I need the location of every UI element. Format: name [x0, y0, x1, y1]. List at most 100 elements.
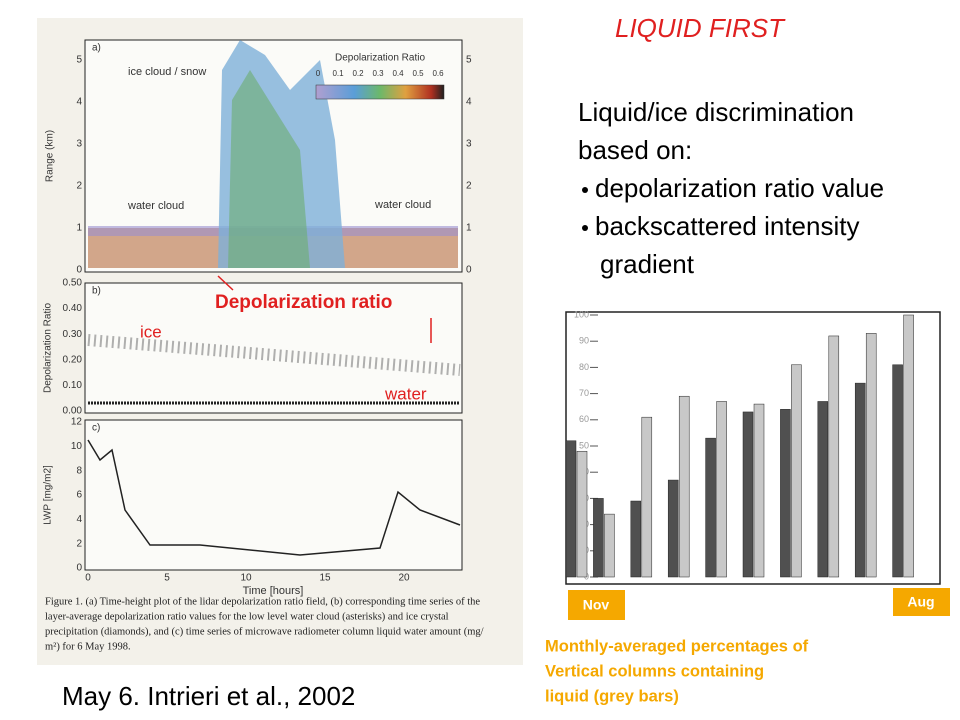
fig-annotation: ice cloud / snow [128, 66, 206, 78]
month-label: Nov [583, 597, 610, 613]
bar [865, 333, 877, 578]
arrow [217, 275, 234, 291]
legend-tick: 0.1 [332, 69, 344, 78]
bar [791, 364, 802, 578]
legend-tick: 0.3 [372, 69, 384, 78]
panel-label: c) [92, 423, 100, 434]
x-axis-label: Time [hours] [243, 585, 304, 597]
bar [576, 450, 588, 578]
bar [854, 382, 866, 578]
y-tick-label: 50 [579, 440, 589, 450]
y-tick-label: 2 [76, 538, 82, 549]
y-tick-label: 0 [466, 265, 472, 276]
bar [667, 479, 679, 578]
y-tick-label: 6 [76, 490, 82, 501]
y-tick-label: 4 [466, 97, 472, 108]
lwp-trace [87, 439, 461, 556]
bullet-text: backscattered intensity [595, 211, 859, 241]
y-tick-label: 4 [76, 514, 82, 525]
bar [780, 409, 791, 578]
x-tick-label: 20 [398, 573, 410, 584]
fig-annotation: water cloud [374, 199, 431, 211]
panel-label: a) [92, 43, 101, 54]
legend-tick: 0.4 [392, 69, 404, 78]
bar [604, 513, 615, 578]
bullet [582, 225, 588, 231]
bar [630, 500, 642, 578]
y-tick-label: 5 [76, 55, 82, 66]
bar [641, 416, 653, 578]
panel-label: b) [92, 286, 101, 297]
y-tick-label: 2 [76, 181, 82, 192]
month-box [568, 590, 625, 620]
legend-tick: 0.2 [352, 69, 364, 78]
fig-caption: Figure 1. (a) Time-height plot of the li… [45, 596, 480, 607]
chart-caption: Monthly-averaged percentages of [545, 637, 809, 655]
bar [716, 401, 727, 578]
y-tick-label: 0.50 [63, 278, 83, 289]
bar [593, 498, 604, 578]
y-tick-label: 3 [76, 139, 82, 150]
diamond-band [87, 334, 461, 376]
bullet-text: depolarization ratio value [595, 173, 884, 203]
citation: May 6. Intrieri et al., 2002 [62, 681, 355, 711]
bar [892, 364, 903, 578]
y-tick-label: 0.20 [63, 354, 83, 365]
y-tick-label: 0.40 [63, 303, 83, 314]
x-tick-label: 15 [319, 573, 331, 584]
y-tick-label: 70 [579, 388, 589, 398]
y-axis-label: Depolarization Ratio [43, 303, 54, 393]
y-tick-label: 1 [466, 223, 472, 234]
fig-caption: precipitation (diamonds), and (c) time s… [45, 626, 484, 637]
month-box [893, 588, 950, 616]
y-tick-label: 0.30 [63, 329, 83, 340]
y-axis-label: LWP [mg/m2] [43, 465, 54, 525]
ice-cloud-core [228, 70, 310, 268]
bar [565, 440, 577, 578]
y-tick-label: 10 [71, 441, 83, 452]
annotation: water [384, 384, 427, 403]
title: LIQUID FIRST [615, 13, 786, 43]
x-tick-label: 5 [164, 573, 170, 584]
fig-caption: m²) for 6 May 1998. [45, 641, 131, 652]
y-tick-label: 100 [574, 309, 589, 319]
y-tick-label: 4 [76, 97, 82, 108]
heading: based on: [578, 135, 692, 165]
x-tick-label: 0 [85, 573, 91, 584]
panel-c-frame [84, 419, 463, 571]
y-tick-label: 80 [579, 362, 589, 372]
bar [828, 335, 840, 578]
y-tick-label: 8 [76, 465, 82, 476]
annotation: Depolarization ratio [215, 292, 392, 313]
bullet-text: gradient [600, 249, 695, 279]
y-axis-label: Range (km) [45, 130, 56, 182]
y-tick-label: 90 [579, 336, 589, 346]
y-tick-label: 3 [466, 139, 472, 150]
y-tick-label: 60 [579, 414, 589, 424]
legend-tick: 0.5 [412, 69, 424, 78]
legend-title: Depolarization Ratio [335, 53, 425, 64]
colorbar [315, 84, 445, 100]
y-tick-label: 0.00 [63, 406, 83, 417]
fig-annotation: water cloud [127, 200, 184, 212]
y-tick-label: 0 [76, 265, 82, 276]
bar [817, 401, 829, 578]
y-tick-label: 0 [76, 563, 82, 574]
legend-tick: 0 [316, 69, 321, 78]
chart-caption: liquid (grey bars) [545, 687, 679, 705]
y-tick-label: 5 [466, 55, 472, 66]
chart-caption: Vertical columns containing [545, 662, 764, 680]
bar [705, 437, 716, 578]
y-tick-label: 0.10 [63, 380, 83, 391]
bar [753, 403, 765, 578]
bar [742, 411, 754, 578]
legend-tick: 0.6 [432, 69, 444, 78]
month-label: Aug [907, 594, 934, 610]
bullet [582, 187, 588, 193]
annotation: ice [140, 322, 162, 341]
y-tick-label: 12 [71, 417, 83, 428]
bar [903, 314, 914, 578]
fig-caption: layer-average depolarization ratio value… [45, 611, 449, 622]
